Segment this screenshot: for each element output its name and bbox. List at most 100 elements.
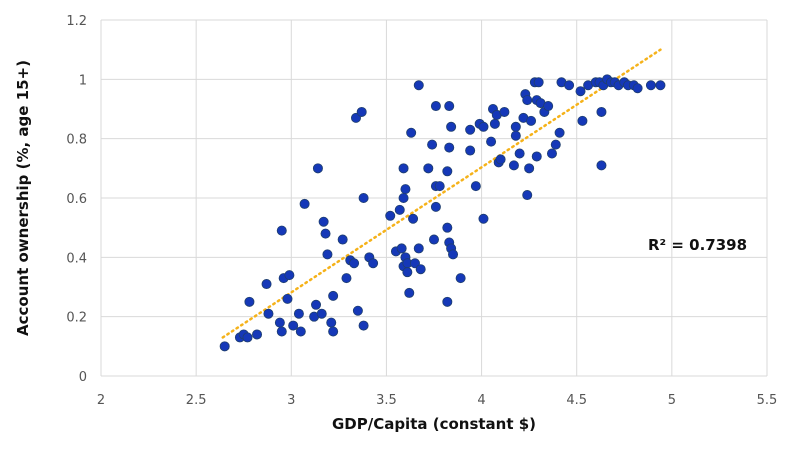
data-point <box>546 148 557 159</box>
data-point <box>444 142 455 153</box>
data-point <box>400 184 411 195</box>
x-tick-label: 3 <box>287 393 295 408</box>
data-point <box>311 299 322 310</box>
y-axis-title: Account ownership (%, age 15+) <box>8 20 38 376</box>
data-point <box>531 151 542 162</box>
data-point <box>514 148 525 159</box>
y-tick-label: 1 <box>79 73 87 88</box>
x-tick-label: 4.5 <box>566 393 587 408</box>
data-point <box>242 332 253 343</box>
data-point <box>522 95 533 106</box>
data-point <box>550 139 561 150</box>
data-point <box>470 181 481 192</box>
r-squared-annotation: R² = 0.7398 <box>648 236 748 254</box>
axis-ticks: 2 2.5 3 3.5 4 4.5 5 5.5 0 0.2 0.4 0.6 0.8 1 1.2 <box>66 14 777 408</box>
data-point <box>510 121 521 132</box>
data-point <box>526 115 537 126</box>
data-point <box>261 279 272 290</box>
x-tick-label: 4 <box>477 393 485 408</box>
y-tick-label: 1.2 <box>66 14 87 29</box>
data-point <box>442 166 453 177</box>
x-axis-title: GDP/Capita (constant $) <box>331 415 537 433</box>
data-point <box>444 101 455 112</box>
gridlines <box>100 19 768 377</box>
y-tick-label: 0.8 <box>66 133 87 148</box>
data-point <box>564 80 575 91</box>
data-point <box>358 320 369 331</box>
data-point <box>415 264 426 275</box>
data-point <box>510 130 521 141</box>
data-point <box>428 234 439 245</box>
data-point <box>219 341 230 352</box>
data-point <box>349 258 360 269</box>
data-point <box>533 77 544 88</box>
y-tick-label: 0.6 <box>66 192 87 207</box>
data-point <box>288 320 299 331</box>
data-point <box>318 216 329 227</box>
data-point <box>486 136 497 147</box>
data-point <box>326 317 337 328</box>
x-tick-label: 2.5 <box>186 393 207 408</box>
data-point <box>263 308 274 319</box>
data-point <box>276 225 287 236</box>
data-point <box>430 201 441 212</box>
data-point <box>543 101 554 112</box>
data-point <box>276 326 287 337</box>
data-point <box>522 190 533 201</box>
data-point <box>394 204 405 215</box>
data-point <box>575 86 586 97</box>
data-point <box>495 154 506 165</box>
data-point <box>328 326 339 337</box>
data-point <box>282 293 293 304</box>
data-point <box>358 192 369 203</box>
x-tick-label: 2 <box>97 393 105 408</box>
data-point <box>455 273 466 284</box>
data-point <box>499 106 510 117</box>
data-point <box>413 80 424 91</box>
data-point <box>524 163 535 174</box>
data-point <box>465 145 476 156</box>
data-point <box>284 270 295 281</box>
data-point <box>655 80 666 91</box>
data-point <box>396 243 407 254</box>
x-tick-label: 5.5 <box>757 393 778 408</box>
y-tick-label: 0.4 <box>66 251 87 266</box>
data-point <box>645 80 656 91</box>
data-point <box>434 181 445 192</box>
data-point <box>427 139 438 150</box>
data-point <box>489 118 500 129</box>
data-point <box>398 192 409 203</box>
data-point <box>478 121 489 132</box>
data-point <box>352 305 363 316</box>
data-point <box>423 163 434 174</box>
data-point <box>244 296 255 307</box>
data-point <box>478 213 489 224</box>
data-point <box>274 317 285 328</box>
y-axis-title-text: Account ownership (%, age 15+) <box>14 60 32 336</box>
trendline <box>221 48 662 339</box>
data-point <box>312 163 323 174</box>
x-tick-label: 5 <box>668 393 676 408</box>
data-point <box>508 160 519 171</box>
data-point <box>448 249 459 260</box>
data-point <box>442 222 453 233</box>
x-tick-label: 3.5 <box>376 393 397 408</box>
data-point <box>596 106 607 117</box>
data-point <box>252 329 263 340</box>
data-point <box>299 198 310 209</box>
data-point <box>368 258 379 269</box>
data-point <box>442 296 453 307</box>
data-point <box>446 121 457 132</box>
data-point <box>385 210 396 221</box>
data-point <box>632 83 643 94</box>
y-tick-label: 0 <box>79 370 87 385</box>
data-point <box>402 267 413 278</box>
y-tick-label: 0.2 <box>66 311 87 326</box>
data-point <box>465 124 476 135</box>
data-point <box>293 308 304 319</box>
data-point <box>328 290 339 301</box>
data-point <box>430 101 441 112</box>
data-point <box>413 243 424 254</box>
data-point <box>356 106 367 117</box>
